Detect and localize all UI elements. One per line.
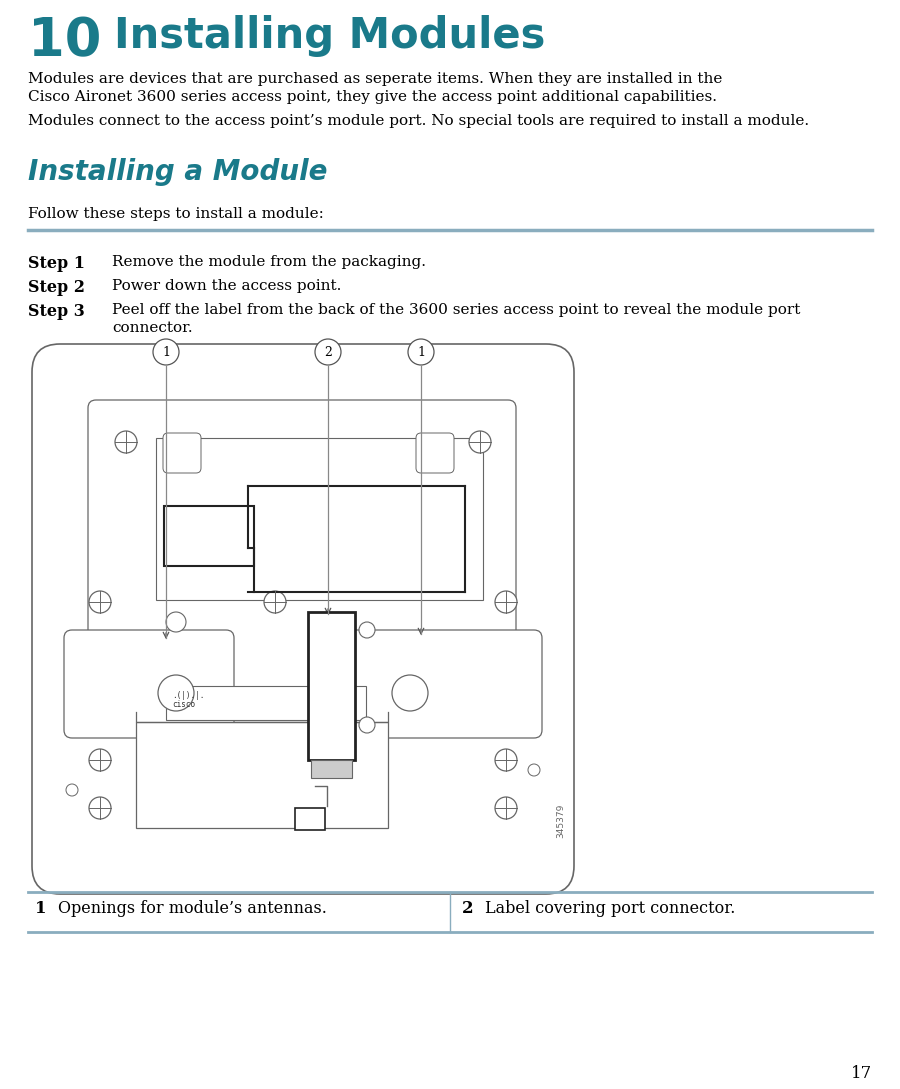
Circle shape (89, 797, 111, 819)
Circle shape (495, 797, 517, 819)
Text: Openings for module’s antennas.: Openings for module’s antennas. (58, 900, 327, 917)
Text: Step 2: Step 2 (28, 279, 85, 296)
Text: .(|).|.: .(|).|. (172, 692, 204, 700)
Bar (156, 438, 483, 600)
Text: Cisco Aironet 3600 series access point, they give the access point additional ca: Cisco Aironet 3600 series access point, … (28, 90, 717, 105)
Circle shape (158, 675, 194, 711)
Circle shape (359, 622, 375, 638)
Text: Step 1: Step 1 (28, 255, 85, 272)
Text: 1: 1 (35, 900, 47, 917)
FancyBboxPatch shape (32, 344, 574, 894)
Text: Remove the module from the packaging.: Remove the module from the packaging. (112, 255, 426, 269)
Bar (164, 506, 254, 566)
Text: connector.: connector. (112, 321, 193, 335)
Bar (166, 686, 366, 720)
Circle shape (495, 591, 517, 613)
Circle shape (66, 784, 78, 796)
Text: Follow these steps to install a module:: Follow these steps to install a module: (28, 207, 324, 221)
Text: 1: 1 (417, 345, 425, 358)
FancyBboxPatch shape (64, 631, 234, 738)
Circle shape (408, 339, 434, 365)
FancyBboxPatch shape (88, 400, 516, 698)
Text: Modules connect to the access point’s module port. No special tools are required: Modules connect to the access point’s mo… (28, 114, 809, 129)
Text: cisco: cisco (172, 700, 195, 709)
Text: 10: 10 (28, 15, 102, 68)
Text: 17: 17 (850, 1065, 872, 1082)
FancyBboxPatch shape (416, 433, 454, 473)
Text: 2: 2 (324, 345, 332, 358)
Circle shape (89, 749, 111, 771)
Circle shape (359, 717, 375, 733)
Text: Peel off the label from the back of the 3600 series access point to reveal the m: Peel off the label from the back of the … (112, 303, 800, 317)
Bar (308, 612, 355, 760)
Circle shape (528, 764, 540, 776)
Text: Modules are devices that are purchased as seperate items. When they are installe: Modules are devices that are purchased a… (28, 72, 723, 86)
Bar (311, 760, 352, 778)
FancyBboxPatch shape (342, 631, 542, 738)
Bar (295, 808, 325, 830)
Circle shape (469, 431, 491, 453)
Circle shape (89, 591, 111, 613)
Text: 2: 2 (462, 900, 473, 917)
Circle shape (315, 339, 341, 365)
Text: Installing Modules: Installing Modules (85, 15, 545, 57)
Text: Power down the access point.: Power down the access point. (112, 279, 341, 293)
Circle shape (153, 339, 179, 365)
Circle shape (392, 675, 428, 711)
Circle shape (495, 749, 517, 771)
Text: Step 3: Step 3 (28, 303, 85, 320)
Text: Label covering port connector.: Label covering port connector. (485, 900, 735, 917)
Circle shape (166, 612, 186, 632)
FancyBboxPatch shape (163, 433, 201, 473)
Text: 1: 1 (162, 345, 170, 358)
Circle shape (264, 591, 286, 613)
Text: Installing a Module: Installing a Module (28, 158, 328, 186)
Circle shape (115, 431, 137, 453)
Bar (136, 722, 388, 828)
Text: 345379: 345379 (556, 804, 565, 839)
